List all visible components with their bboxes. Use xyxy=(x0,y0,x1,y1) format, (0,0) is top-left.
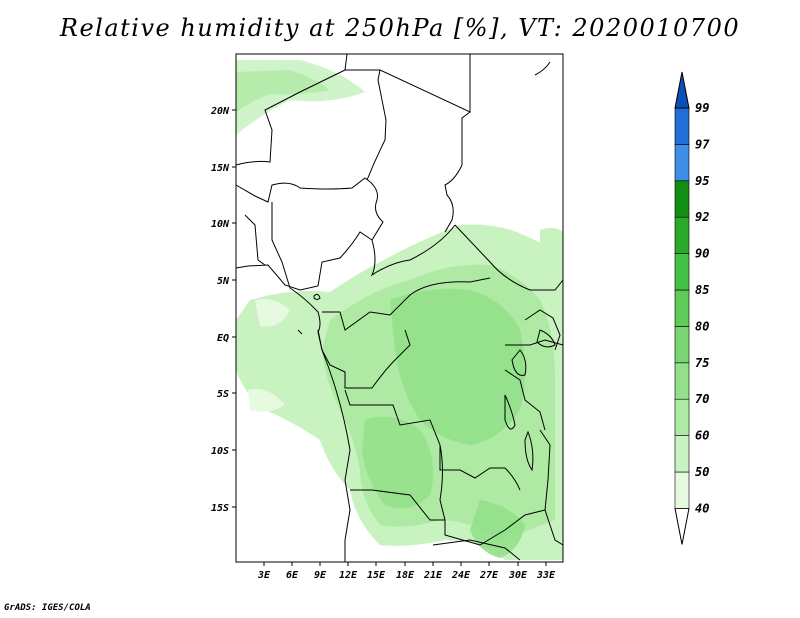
lat-label: 5S xyxy=(217,389,229,400)
lon-label: 6E xyxy=(286,570,299,581)
colorbar-label: 70 xyxy=(695,392,709,406)
software-credit: GrADS: IGES/COLA xyxy=(4,603,91,613)
humidity-patch-southwest-core xyxy=(362,416,434,509)
lat-label: 15N xyxy=(211,163,230,174)
humidity-patch-coast-southwest xyxy=(248,389,285,412)
colorbar-label: 40 xyxy=(695,501,709,515)
humidity-patch-east-edge xyxy=(540,227,563,290)
colorbar-label: 50 xyxy=(695,465,709,479)
colorbar-upper-extension xyxy=(674,71,690,109)
lon-label: 33E xyxy=(536,570,556,581)
colorbar-segment xyxy=(674,253,690,291)
lon-label: 30E xyxy=(508,570,528,581)
humidity-patch-coast-west xyxy=(255,299,290,327)
country-borders xyxy=(235,53,564,562)
colorbar-segment xyxy=(674,362,690,400)
colorbar-label: 97 xyxy=(695,137,710,151)
lat-label: 15S xyxy=(211,503,229,514)
colorbar-segment xyxy=(674,435,690,473)
colorbar-lower-extension xyxy=(674,507,690,545)
colorbar-label: 85 xyxy=(695,283,709,297)
lat-label: EQ xyxy=(217,333,229,344)
humidity-patch-central-core xyxy=(390,288,525,445)
lon-label: 3E xyxy=(257,570,271,581)
colorbar-segment xyxy=(674,398,690,436)
lon-label: 18E xyxy=(396,570,415,581)
longitude-labels: 3E 6E 9E 12E 15E 18E 21E 24E 27E 30E 33E xyxy=(257,570,556,581)
axis-ticks xyxy=(232,109,547,566)
lat-label: 5N xyxy=(217,276,230,287)
colorbar-label: 99 xyxy=(695,101,709,115)
humidity-patch-northwest-core xyxy=(236,70,330,112)
colorbar-label: 95 xyxy=(695,174,709,188)
lon-label: 21E xyxy=(423,570,443,581)
map-title: Relative humidity at 250hPa [%], VT: 202… xyxy=(59,14,741,42)
latitude-labels: 20N 15N 10N 5N EQ 5S 10S 15S xyxy=(210,106,230,514)
lon-label: 24E xyxy=(451,570,471,581)
colorbar-label: 75 xyxy=(695,356,709,370)
colorbar-segment xyxy=(674,216,690,254)
colorbar-segment xyxy=(674,471,690,509)
humidity-shading xyxy=(236,60,563,561)
lat-label: 10S xyxy=(211,446,229,457)
colorbar: 40 50 60 70 75 80 85 90 92 95 97 99 xyxy=(674,71,710,545)
colorbar-label: 60 xyxy=(695,429,709,443)
colorbar-segment xyxy=(674,180,690,218)
colorbar-segment xyxy=(674,144,690,182)
colorbar-segment xyxy=(674,107,690,145)
lon-label: 9E xyxy=(314,570,327,581)
colorbar-segment xyxy=(674,326,690,364)
colorbar-label: 90 xyxy=(695,247,709,261)
lon-label: 12E xyxy=(339,570,358,581)
lon-label: 27E xyxy=(479,570,499,581)
colorbar-label: 92 xyxy=(695,210,709,224)
colorbar-segment xyxy=(674,289,690,327)
map-frame xyxy=(235,53,564,563)
lat-label: 20N xyxy=(210,106,230,117)
lat-label: 10N xyxy=(211,219,230,230)
lon-label: 15E xyxy=(367,570,386,581)
colorbar-label: 80 xyxy=(695,319,709,333)
